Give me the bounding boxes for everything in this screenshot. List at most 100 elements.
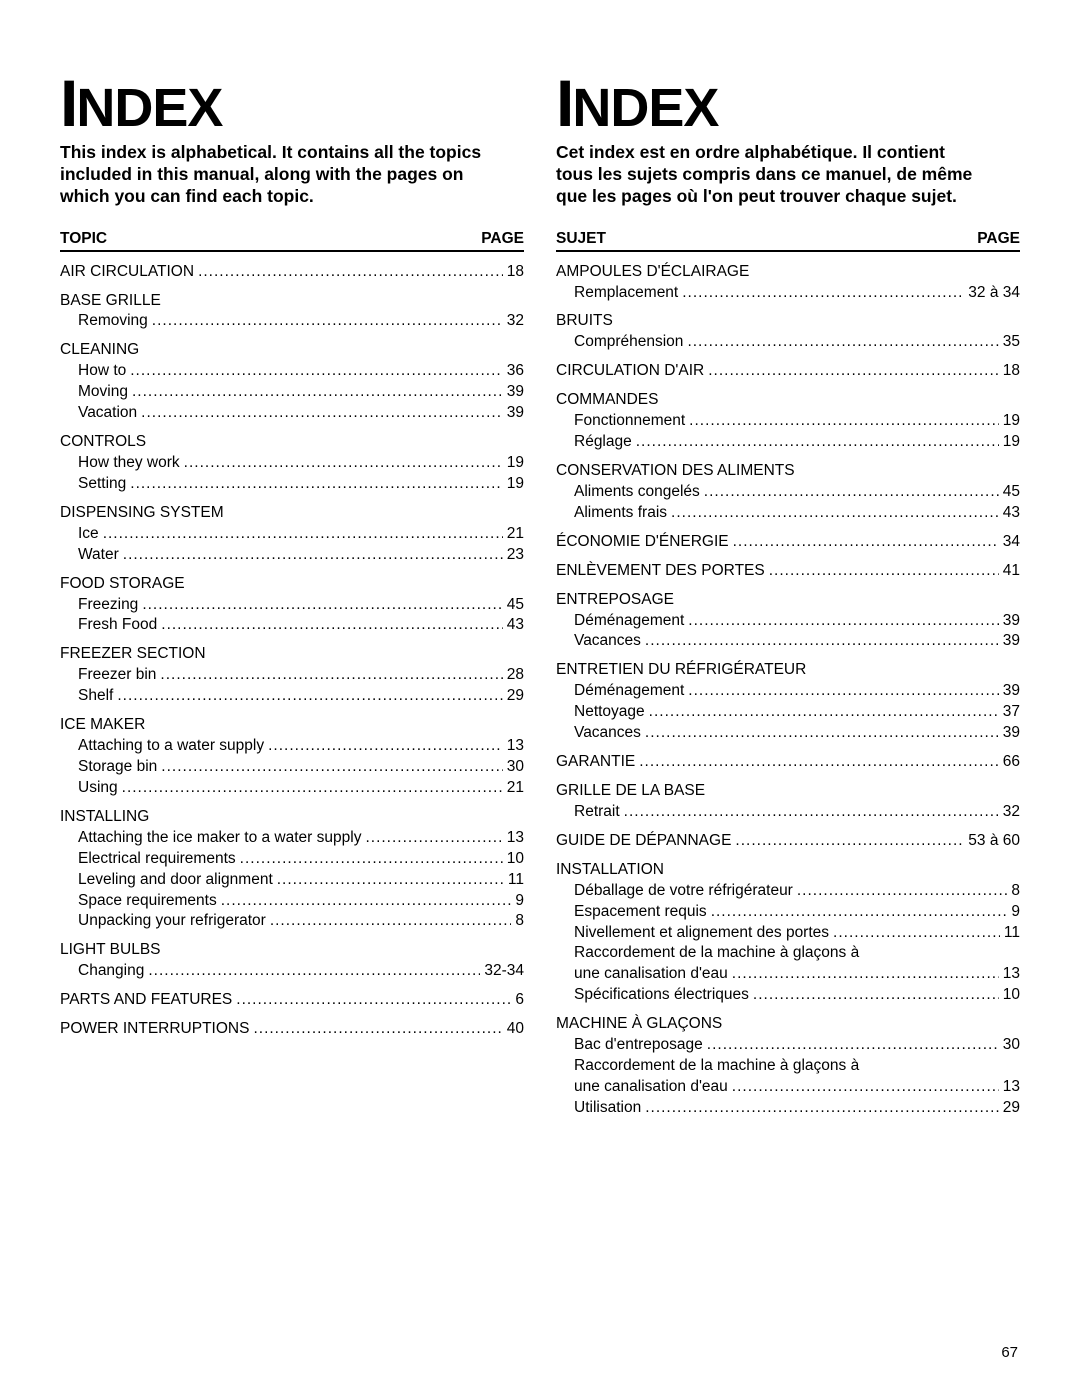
leader <box>268 736 503 757</box>
leader <box>184 453 503 474</box>
leader <box>130 361 503 382</box>
index-subentry: Retrait32 <box>556 802 1020 823</box>
leader <box>689 411 999 432</box>
entry-label: AMPOULES D'ÉCLAIRAGE <box>556 262 749 283</box>
leader <box>733 532 999 553</box>
index-subentry: Nivellement et alignement des portes11 <box>556 923 1020 944</box>
subentry-page: 30 <box>507 757 524 778</box>
leader <box>240 849 503 870</box>
index-group: BRUITSCompréhension35 <box>556 311 1020 353</box>
intro-left: This index is alphabetical. It contains … <box>60 142 490 208</box>
leader <box>639 752 999 773</box>
subentry-label: Aliments congelés <box>574 482 700 503</box>
leader <box>671 503 999 524</box>
subentry-page: 21 <box>507 524 524 545</box>
entry-label: CLEANING <box>60 340 139 361</box>
leader <box>236 990 511 1011</box>
subentry-page: 11 <box>508 870 524 891</box>
subentry-label: Using <box>78 778 118 799</box>
subentry-label: Raccordement de la machine à glaçons à <box>574 943 859 964</box>
index-subentry: Vacances39 <box>556 723 1020 744</box>
index-entry: BRUITS <box>556 311 1020 332</box>
subentry-label: Shelf <box>78 686 113 707</box>
entry-label: AIR CIRCULATION <box>60 262 194 283</box>
subentry-page: 43 <box>507 615 524 636</box>
index-group: AIR CIRCULATION 18 <box>60 262 524 283</box>
index-subentry: Remplacement32 à 34 <box>556 283 1020 304</box>
leader <box>688 611 998 632</box>
entry-label: FREEZER SECTION <box>60 644 206 665</box>
leader <box>103 524 503 545</box>
leader <box>365 828 502 849</box>
index-entry: MACHINE À GLAÇONS <box>556 1014 1020 1035</box>
subentry-label: Compréhension <box>574 332 683 353</box>
right-column: INDEX Cet index est en ordre alphabétiqu… <box>556 70 1020 1127</box>
index-subentry: Bac d'entreposage 30 <box>556 1035 1020 1056</box>
index-subentry: Fresh Food43 <box>60 615 524 636</box>
subentry-page: 8 <box>1011 881 1020 902</box>
leader <box>148 961 480 982</box>
subentry-label: Storage bin <box>78 757 157 778</box>
subentry-page: 36 <box>507 361 524 382</box>
index-subentry: Compréhension35 <box>556 332 1020 353</box>
leader <box>645 1098 999 1119</box>
index-group: FREEZER SECTIONFreezer bin28Shelf29 <box>60 644 524 707</box>
index-group: AMPOULES D'ÉCLAIRAGERemplacement32 à 34 <box>556 262 1020 304</box>
index-subentry: Utilisation29 <box>556 1098 1020 1119</box>
index-entry: INSTALLATION <box>556 860 1020 881</box>
subentry-page: 28 <box>507 665 524 686</box>
leader <box>117 686 502 707</box>
index-entry: DISPENSING SYSTEM <box>60 503 524 524</box>
entry-label: GRILLE DE LA BASE <box>556 781 705 802</box>
index-group: BASE GRILLERemoving32 <box>60 291 524 333</box>
subentry-label: Déménagement <box>574 611 684 632</box>
left-entries: AIR CIRCULATION 18 BASE GRILLERemoving32 CL… <box>60 262 524 1040</box>
index-group: DISPENSING SYSTEMIce 21Water23 <box>60 503 524 566</box>
subentry-page: 9 <box>1011 902 1020 923</box>
index-group: GARANTIE66 <box>556 752 1020 773</box>
index-entry: PARTS AND FEATURES6 <box>60 990 524 1011</box>
subentry-label: Electrical requirements <box>78 849 236 870</box>
entry-label: FOOD STORAGE <box>60 574 185 595</box>
index-subentry: Spécifications électriques10 <box>556 985 1020 1006</box>
subentry-label: Setting <box>78 474 126 495</box>
entry-label: ENLÈVEMENT DES PORTES <box>556 561 765 582</box>
leader <box>645 723 999 744</box>
subentry-label: Réglage <box>574 432 632 453</box>
subentry-label: Space requirements <box>78 891 217 912</box>
index-entry: AMPOULES D'ÉCLAIRAGE <box>556 262 1020 283</box>
entry-label: GUIDE DE DÉPANNAGE <box>556 831 731 852</box>
index-subentry: Vacances39 <box>556 631 1020 652</box>
subentry-label: Utilisation <box>574 1098 641 1119</box>
subentry-page: 39 <box>1003 611 1020 632</box>
leader <box>277 870 504 891</box>
index-subentry: Ice 21 <box>60 524 524 545</box>
entry-page: 18 <box>507 262 524 283</box>
leader <box>753 985 999 1006</box>
entry-label: BASE GRILLE <box>60 291 161 312</box>
index-subentry: Storage bin 30 <box>60 757 524 778</box>
index-entry: LIGHT BULBS <box>60 940 524 961</box>
header-page-fr: PAGE <box>977 230 1020 248</box>
leader <box>130 474 502 495</box>
subentry-label: une canalisation d'eau <box>574 1077 728 1098</box>
index-entry: ICE MAKER <box>60 715 524 736</box>
subentry-label: Removing <box>78 311 148 332</box>
entry-label: CIRCULATION D'AIR <box>556 361 704 382</box>
subentry-label: Ice <box>78 524 99 545</box>
subentry-page: 37 <box>1003 702 1020 723</box>
index-subentry: How to36 <box>60 361 524 382</box>
subentry-page: 45 <box>507 595 524 616</box>
page-number: 67 <box>1001 1344 1018 1361</box>
subentry-label: Bac d'entreposage <box>574 1035 703 1056</box>
subentry-page: 39 <box>1003 681 1020 702</box>
index-entry: COMMANDES <box>556 390 1020 411</box>
right-entries: AMPOULES D'ÉCLAIRAGERemplacement32 à 34 B… <box>556 262 1020 1119</box>
index-subentry: Water23 <box>60 545 524 566</box>
index-subentry: une canalisation d'eau13 <box>556 964 1020 985</box>
subentry-label: How they work <box>78 453 180 474</box>
subentry-page: 30 <box>1003 1035 1020 1056</box>
index-subentry: Changing32-34 <box>60 961 524 982</box>
leader <box>833 923 1000 944</box>
index-group: MACHINE À GLAÇONSBac d'entreposage30Racc… <box>556 1014 1020 1119</box>
